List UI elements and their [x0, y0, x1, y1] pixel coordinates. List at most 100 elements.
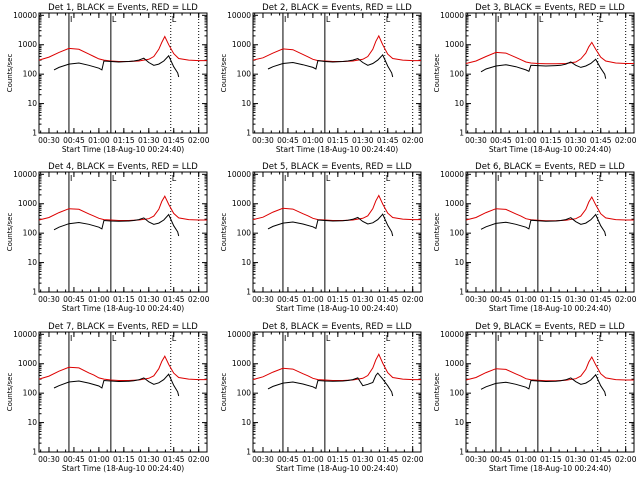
top-marker: L — [539, 174, 544, 183]
top-marker: L — [326, 174, 331, 183]
x-axis-label: Start Time (18-Aug-10 00:24:40) — [276, 304, 398, 313]
series-line-red-lld — [252, 34, 421, 62]
chart-panel-det-7: 1 10 100 1000 10000 00:30 00:45 01:00 01:15 01:30… — [6, 322, 210, 473]
x-tick-label: 01:45 — [163, 295, 185, 304]
chart-panel-det-9: 1 10 100 1000 10000 00:30 00:45 01:00 01:15 01:30… — [433, 322, 637, 473]
y-tick-label: 10 — [241, 258, 251, 267]
x-tick-label: 02:00 — [402, 455, 424, 464]
top-marker: L — [112, 174, 117, 183]
chart-panel-det-1: 1 10 100 1000 10000 00:30 00:45 01:00 01:15 01:30… — [6, 3, 210, 154]
y-tick-label: 100 — [450, 229, 465, 238]
chart-title: Det 2, BLACK = Events, RED = LLD — [262, 3, 412, 13]
x-tick-label: 02:00 — [188, 455, 210, 464]
x-tick-label: 02:00 — [188, 295, 210, 304]
series-line-black-events — [53, 54, 180, 78]
x-tick-label: 00:30 — [38, 455, 60, 464]
series-line-red-lld — [465, 41, 634, 65]
y-tick-label: 1 — [246, 448, 251, 457]
x-tick-label: 01:15 — [540, 295, 562, 304]
x-tick-label: 02:00 — [615, 455, 637, 464]
y-tick-label: 10000 — [13, 170, 37, 179]
y-tick-label: 1 — [246, 129, 251, 138]
y-tick-label: 1 — [32, 129, 37, 138]
x-tick-label: 01:15 — [540, 136, 562, 145]
x-axis-label: Start Time (18-Aug-10 00:24:40) — [276, 145, 398, 154]
top-marker: L — [172, 334, 177, 343]
top-marker: L — [112, 334, 117, 343]
top-marker: L — [172, 15, 177, 24]
x-tick-label: 01:45 — [163, 136, 185, 145]
y-tick-label: 1000 — [232, 359, 251, 368]
x-tick-label: 01:45 — [590, 136, 612, 145]
chart-panel-det-8: 1 10 100 1000 10000 00:30 00:45 01:00 01:15 01:30… — [220, 322, 424, 473]
y-tick-label: 10 — [454, 99, 464, 108]
x-tick-label: 01:00 — [302, 295, 324, 304]
y-tick-label: 100 — [23, 70, 38, 79]
x-tick-label: 00:30 — [38, 295, 60, 304]
y-tick-label: 100 — [237, 229, 252, 238]
x-tick-label: 00:45 — [490, 295, 512, 304]
plot-frame — [252, 12, 422, 134]
x-axis-label: Start Time (18-Aug-10 00:24:40) — [489, 304, 611, 313]
y-tick-label: 1000 — [18, 359, 37, 368]
x-tick-label: 01:00 — [302, 136, 324, 145]
y-tick-label: 100 — [23, 389, 38, 398]
x-tick-label: 01:15 — [113, 455, 135, 464]
x-tick-label: 02:00 — [402, 295, 424, 304]
series-line-black-events — [267, 54, 394, 78]
chart-title: Det 4, BLACK = Events, RED = LLD — [48, 162, 198, 172]
x-tick-label: 00:30 — [252, 455, 274, 464]
x-axis-label: Start Time (18-Aug-10 00:24:40) — [489, 145, 611, 154]
x-tick-label: 00:45 — [490, 136, 512, 145]
series-line-red-lld — [465, 355, 634, 382]
series-line-black-events — [267, 372, 394, 397]
top-marker: I — [497, 174, 499, 183]
series-line-red-lld — [252, 353, 421, 381]
y-tick-label: 100 — [450, 70, 465, 79]
chart-panel-det-6: 1 10 100 1000 10000 00:30 00:45 01:00 01:15 01:30… — [433, 162, 637, 313]
y-axis-label: Counts/sec — [433, 373, 441, 412]
y-tick-label: 1 — [246, 288, 251, 297]
x-axis-label: Start Time (18-Aug-10 00:24:40) — [489, 464, 611, 473]
top-marker: L — [326, 15, 331, 24]
y-tick-label: 100 — [23, 229, 38, 238]
x-tick-label: 01:30 — [565, 136, 587, 145]
top-marker: I — [70, 15, 72, 24]
top-marker: L — [599, 15, 604, 24]
x-tick-label: 01:15 — [327, 136, 349, 145]
top-marker: I — [70, 334, 72, 343]
top-marker: L — [112, 15, 117, 24]
y-axis-label: Counts/sec — [6, 54, 14, 93]
series-line-red-lld — [252, 194, 421, 221]
y-axis-label: Counts/sec — [433, 213, 441, 252]
x-tick-label: 01:15 — [113, 136, 135, 145]
chart-title: Det 9, BLACK = Events, RED = LLD — [475, 322, 625, 332]
x-tick-label: 02:00 — [188, 136, 210, 145]
y-tick-label: 1 — [459, 129, 464, 138]
series-line-red-lld — [38, 195, 207, 221]
y-tick-label: 1 — [32, 448, 37, 457]
x-tick-label: 02:00 — [615, 295, 637, 304]
x-tick-label: 00:45 — [63, 136, 85, 145]
y-axis-label: Counts/sec — [6, 373, 14, 412]
x-tick-label: 01:30 — [138, 455, 160, 464]
y-tick-label: 10000 — [440, 330, 464, 339]
plot-frame — [38, 331, 208, 453]
x-tick-label: 01:45 — [590, 455, 612, 464]
x-axis-label: Start Time (18-Aug-10 00:24:40) — [62, 145, 184, 154]
x-tick-label: 01:15 — [540, 455, 562, 464]
y-tick-label: 10000 — [227, 330, 251, 339]
plot-frame — [38, 171, 208, 293]
plot-frame — [465, 331, 635, 453]
plot-frame — [38, 12, 208, 134]
x-tick-label: 01:00 — [515, 455, 537, 464]
top-marker: I — [497, 334, 499, 343]
series-line-black-events — [480, 58, 607, 79]
x-tick-label: 01:00 — [88, 136, 110, 145]
x-tick-label: 01:45 — [590, 295, 612, 304]
x-tick-label: 01:15 — [327, 295, 349, 304]
y-tick-label: 10000 — [227, 11, 251, 20]
x-tick-label: 01:15 — [327, 455, 349, 464]
chart-panel-det-3: 1 10 100 1000 10000 00:30 00:45 01:00 01:15 01:30… — [433, 3, 637, 154]
